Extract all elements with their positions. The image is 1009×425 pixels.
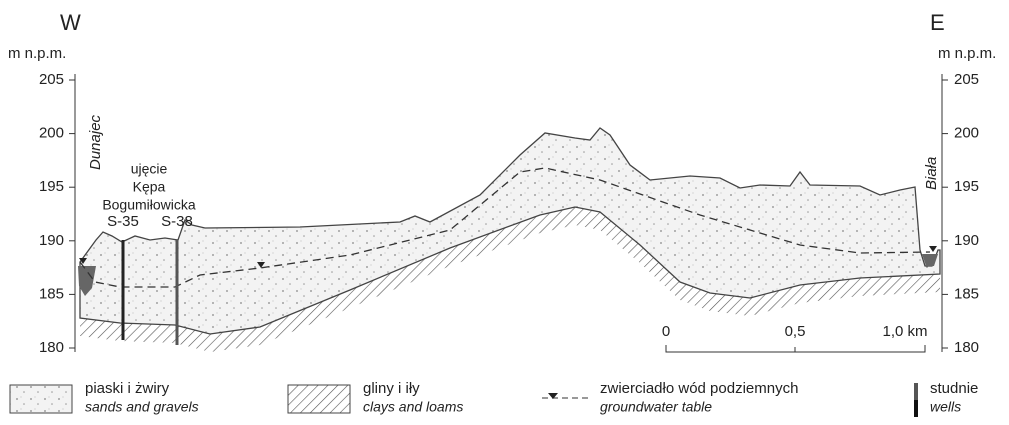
well-label: S-35	[107, 213, 139, 230]
tick-label: 190	[954, 232, 979, 249]
legend-swatch	[287, 384, 351, 414]
tick-label: 195	[954, 178, 979, 195]
gw-marker	[79, 258, 87, 264]
tick-label: 200	[39, 125, 64, 142]
legend-title: studnie	[930, 380, 978, 397]
legend-subtitle: wells	[930, 399, 961, 415]
intake-label: ujęcie	[131, 161, 168, 177]
legend-swatch	[9, 384, 73, 414]
scale-label: 1,0 km	[882, 323, 927, 340]
clay-layer	[80, 207, 940, 352]
well-label: S-38	[161, 213, 193, 230]
gw-marker	[929, 246, 937, 252]
scale-label: 0	[662, 323, 670, 340]
axis-unit: m n.p.m.	[938, 45, 996, 62]
legend-subtitle: groundwater table	[600, 399, 712, 415]
tick-label: 185	[39, 285, 64, 302]
tick-label: 205	[954, 71, 979, 88]
tick-label: 200	[954, 125, 979, 142]
intake-label: Kępa	[133, 179, 166, 195]
legend-swatch	[548, 393, 558, 399]
legend-subtitle: sands and gravels	[85, 399, 199, 415]
river-west	[78, 266, 96, 296]
east-label: E	[930, 10, 945, 35]
tick-label: 195	[39, 178, 64, 195]
axis-unit: m n.p.m.	[8, 45, 66, 62]
legend-title: gliny i iły	[363, 380, 420, 397]
tick-label: 185	[954, 285, 979, 302]
legend-swatch	[914, 400, 918, 417]
west-label: W	[60, 10, 81, 35]
river-label: Dunajec	[87, 114, 104, 170]
river-east	[922, 254, 938, 266]
sand-layer	[79, 127, 941, 335]
tick-label: 190	[39, 232, 64, 249]
groundwater-table	[79, 167, 931, 288]
gw-marker	[257, 262, 265, 268]
legend-title: zwierciadło wód podziemnych	[600, 380, 798, 397]
river-label: Biała	[923, 157, 940, 190]
tick-label: 180	[954, 339, 979, 356]
tick-label: 205	[39, 71, 64, 88]
legend-subtitle: clays and loams	[363, 399, 463, 415]
intake-label: Bogumiłowicka	[102, 197, 196, 213]
legend-title: piaski i żwiry	[85, 380, 170, 397]
scale-bar	[665, 345, 926, 353]
tick-label: 180	[39, 339, 64, 356]
scale-label: 0,5	[785, 323, 806, 340]
